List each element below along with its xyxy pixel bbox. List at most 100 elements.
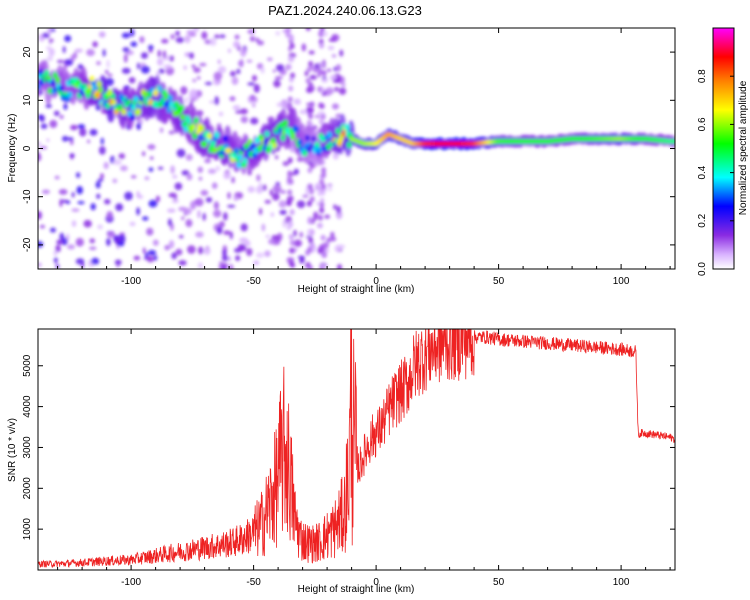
speckle: [255, 252, 264, 258]
speckle: [227, 191, 231, 200]
ridge-core: [242, 157, 248, 165]
speckle: [280, 99, 289, 109]
speckle: [185, 154, 193, 161]
speckle: [102, 49, 106, 57]
speckle: [204, 81, 213, 86]
streak-blob: [322, 252, 328, 259]
y-tick-label: -20: [22, 237, 33, 252]
speckle: [75, 258, 85, 265]
streak-blob: [318, 118, 324, 125]
speckle: [249, 36, 256, 42]
speckle: [146, 255, 155, 263]
streak-blob: [319, 42, 325, 49]
ridge-core: [47, 87, 53, 94]
streak-blob: [286, 257, 292, 264]
ridge-core: [130, 103, 137, 111]
streak-blob: [319, 28, 325, 33]
speckle: [326, 237, 331, 244]
speckle: [175, 248, 183, 256]
spectrogram-plot-area: [38, 28, 675, 269]
ridge-core: [198, 134, 204, 141]
speckle: [159, 127, 164, 133]
ridge-core: [121, 108, 127, 116]
speckle: [168, 130, 175, 135]
streak-blob: [309, 229, 315, 236]
speckle: [190, 200, 197, 210]
speckle: [176, 148, 186, 158]
speckle: [90, 257, 100, 265]
speckle: [197, 262, 203, 269]
speckle: [178, 260, 187, 266]
speckle: [223, 172, 231, 180]
speckle: [164, 245, 170, 251]
ridge-core: [304, 134, 311, 142]
figure-title: PAZ1.2024.240.06.13.G23: [268, 3, 422, 18]
speckle: [246, 59, 253, 63]
x-tick-label: -50: [246, 276, 261, 287]
streak-blob: [319, 178, 325, 185]
speckle: [120, 234, 126, 244]
ridge-core: [254, 137, 260, 144]
ridge-core: [214, 131, 220, 139]
streak-blob: [307, 264, 313, 269]
streak-blob: [286, 63, 292, 70]
streak-blob: [320, 183, 326, 190]
speckle: [53, 257, 58, 264]
speckle: [244, 240, 251, 247]
speckle: [223, 230, 231, 236]
speckle: [331, 54, 337, 58]
speckle: [258, 207, 263, 216]
speckle: [231, 176, 235, 184]
speckle: [123, 53, 128, 63]
speckle: [186, 30, 196, 35]
speckle: [59, 114, 64, 120]
streak-blob: [307, 183, 313, 190]
speckle: [53, 250, 58, 256]
speckle: [112, 178, 118, 184]
streak-blob: [319, 103, 325, 110]
ridge-core: [271, 142, 278, 149]
y-tick-label: 5000: [22, 354, 33, 377]
speckle: [142, 216, 149, 221]
speckle: [213, 71, 223, 81]
speckle: [321, 78, 329, 83]
speckle: [41, 189, 51, 195]
speckle: [333, 204, 337, 210]
snr-panel: -100 -50 0 50 100 1000 2000 3000 4000 5000 Height…: [7, 328, 676, 595]
speckle: [229, 70, 236, 77]
speckle: [239, 108, 248, 115]
speckle: [38, 210, 43, 220]
ridge-core: [344, 124, 350, 131]
speckle: [175, 37, 185, 44]
y-tick-label: 20: [22, 46, 33, 58]
speckle: [249, 94, 256, 101]
speckle: [276, 102, 283, 107]
speckle: [341, 82, 346, 87]
streak-blob: [307, 217, 313, 224]
speckle: [270, 212, 275, 217]
colorbar-gradient: [713, 28, 734, 269]
speckle: [211, 182, 218, 189]
speckle: [178, 234, 184, 239]
streak-blob: [321, 167, 327, 174]
speckle: [207, 168, 217, 174]
ridge-core: [264, 130, 270, 138]
ridge-core: [178, 104, 184, 112]
speckle: [189, 88, 198, 98]
speckle: [148, 44, 154, 51]
speckle: [186, 173, 193, 181]
y-tick-label: 4000: [22, 395, 33, 418]
speckle: [335, 113, 342, 118]
speckle: [196, 110, 204, 117]
speckle: [113, 159, 122, 166]
speckle: [106, 237, 111, 247]
speckle: [273, 79, 281, 88]
colorbar-tick-label: 0.2: [697, 213, 708, 227]
speckle: [106, 210, 114, 220]
spectrogram-x-axis-label: Height of straight line (km): [298, 284, 415, 295]
streak-blob: [288, 234, 294, 241]
speckle: [313, 68, 319, 73]
streak-blob: [306, 86, 312, 93]
speckle: [275, 31, 281, 36]
